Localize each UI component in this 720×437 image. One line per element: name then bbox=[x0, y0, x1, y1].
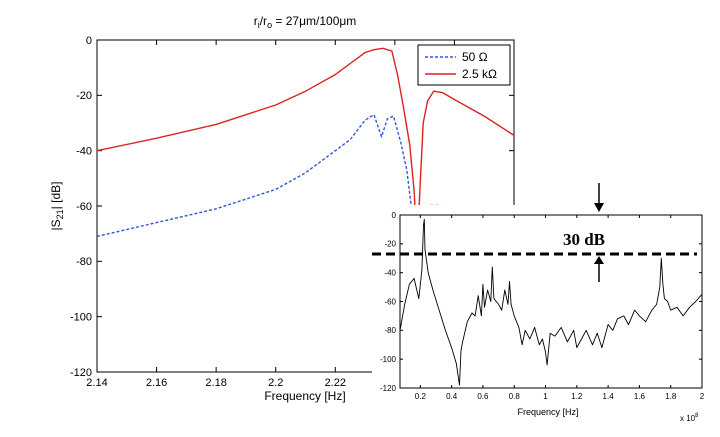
main-y-tick-label-3: -60 bbox=[76, 201, 92, 213]
inset-x-tick-label-3: 0.8 bbox=[509, 392, 521, 401]
inset-y-tick-label-2: -40 bbox=[384, 268, 396, 277]
inset-x-tick-label-7: 1.6 bbox=[634, 392, 646, 401]
inset-x-tick-label-5: 1.2 bbox=[571, 392, 583, 401]
inset-series-line-0 bbox=[399, 218, 703, 386]
main-y-tick-label-4: -80 bbox=[76, 256, 92, 268]
inset-x-tick-label-1: 0.4 bbox=[446, 392, 458, 401]
main-x-tick-label-0: 2.14 bbox=[86, 377, 107, 389]
main-y-axis-label: |S21| [dB] bbox=[49, 182, 65, 231]
annotation-label: 30 dB bbox=[563, 230, 605, 249]
main-y-tick-label-6: -120 bbox=[70, 367, 92, 379]
annotation-30db: 30 dB bbox=[372, 183, 697, 282]
main-x-axis-label: Frequency [Hz] bbox=[264, 389, 345, 403]
inset-y-tick-label-1: -20 bbox=[384, 240, 396, 249]
main-y-tick-label-0: 0 bbox=[86, 35, 92, 47]
main-x-tick-label-2: 2.18 bbox=[205, 377, 226, 389]
inset-ticks: 0.2 0.4 0.6 0.8 1 1.2 1.4 1.6 1.8 2 0 -20 -40 -60 -80 -… bbox=[380, 211, 705, 401]
inset-y-tick-label-3: -60 bbox=[384, 297, 396, 306]
inset-x-tick-label-8: 1.8 bbox=[665, 392, 677, 401]
main-x-tick-label-1: 2.16 bbox=[146, 377, 167, 389]
inset-x-tick-label-0: 0.2 bbox=[415, 392, 427, 401]
inset-x-tick-label-4: 1 bbox=[543, 392, 548, 401]
up-arrow-head bbox=[594, 256, 604, 264]
main-y-tick-label-5: -100 bbox=[70, 312, 92, 324]
inset-plot-area bbox=[399, 214, 703, 389]
main-y-tick-label-2: -40 bbox=[76, 146, 92, 158]
main-chart-title: ri/ro = 27μm/100μm bbox=[254, 14, 357, 30]
main-x-tick-label-4: 2.22 bbox=[325, 377, 346, 389]
inset-y-tick-label-5: -100 bbox=[380, 355, 397, 364]
inset-y-tick-label-4: -80 bbox=[384, 326, 396, 335]
inset-x-multiplier: x 108 bbox=[680, 413, 699, 423]
inset-series bbox=[399, 218, 703, 386]
main-series-line-1 bbox=[96, 47, 515, 249]
inset-y-tick-label-6: -120 bbox=[380, 384, 397, 393]
legend: 50 Ω 2.5 kΩ bbox=[417, 44, 511, 86]
inset-chart: 0.2 0.4 0.6 0.8 1 1.2 1.4 1.6 1.8 2 0 -20 -40 -60 -80 -… bbox=[372, 183, 720, 437]
inset-x-tick-label-6: 1.4 bbox=[603, 392, 615, 401]
down-arrow-head bbox=[594, 203, 604, 212]
legend-label-50-ohm: 50 Ω bbox=[462, 50, 488, 64]
main-x-tick-label-3: 2.2 bbox=[268, 377, 283, 389]
inset-y-tick-label-0: 0 bbox=[392, 211, 397, 220]
inset-x-tick-label-9: 2 bbox=[700, 392, 705, 401]
legend-label-2-5-kohm: 2.5 kΩ bbox=[462, 67, 497, 81]
inset-x-axis-label: Frequency [Hz] bbox=[517, 407, 578, 417]
legend-box bbox=[417, 44, 511, 86]
inset-x-tick-label-2: 0.6 bbox=[477, 392, 489, 401]
main-y-tick-label-1: -20 bbox=[76, 90, 92, 102]
